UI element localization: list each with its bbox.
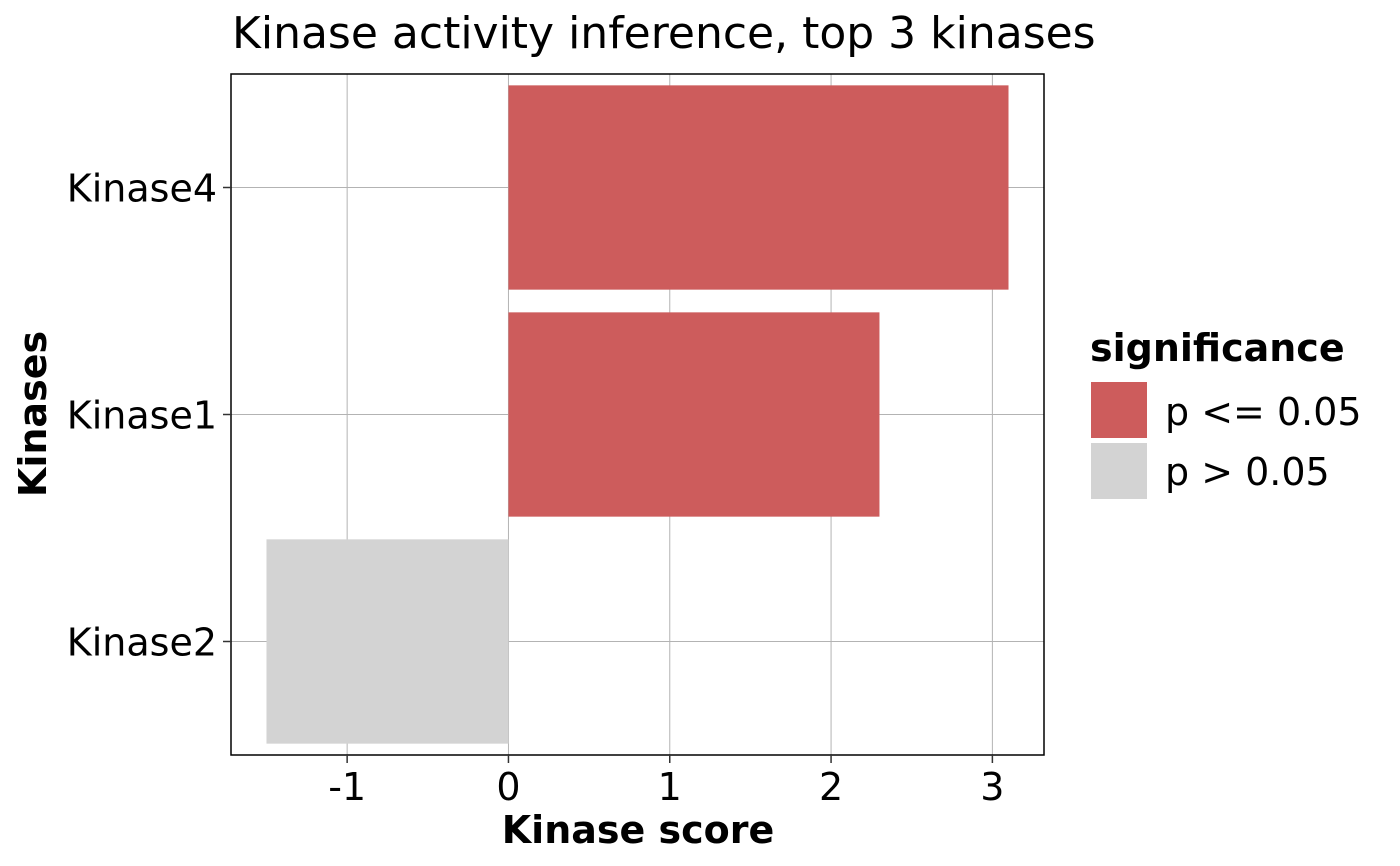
y-axis-label: Kinases <box>11 331 55 497</box>
x-tick-label: 1 <box>658 765 682 809</box>
legend-swatch-significant <box>1091 382 1147 438</box>
legend-swatch-not-significant <box>1091 443 1147 499</box>
legend-label-significant: p <= 0.05 <box>1165 390 1362 434</box>
bar-kinase4 <box>508 85 1009 290</box>
bar-kinase2 <box>266 539 509 744</box>
x-tick-label: -1 <box>328 765 366 809</box>
legend-title: significance <box>1090 326 1345 370</box>
chart-title: Kinase activity inference, top 3 kinases <box>232 8 1096 59</box>
x-axis-label: Kinase score <box>502 808 775 852</box>
x-tick-label: 3 <box>980 765 1004 809</box>
y-tick-label: Kinase4 <box>67 167 217 211</box>
legend-label-not-significant: p > 0.05 <box>1165 450 1330 494</box>
legend: significance p <= 0.05 p > 0.05 <box>1090 326 1362 499</box>
bar-kinase1 <box>508 312 880 517</box>
y-tick-label: Kinase1 <box>67 394 217 438</box>
x-tick-label: 2 <box>819 765 843 809</box>
x-tick-label: 0 <box>496 765 520 809</box>
y-tick-label: Kinase2 <box>67 621 217 665</box>
plot-area: -1 0 1 2 3 Kinase4 Kinase1 Kinase2 <box>67 73 1045 809</box>
